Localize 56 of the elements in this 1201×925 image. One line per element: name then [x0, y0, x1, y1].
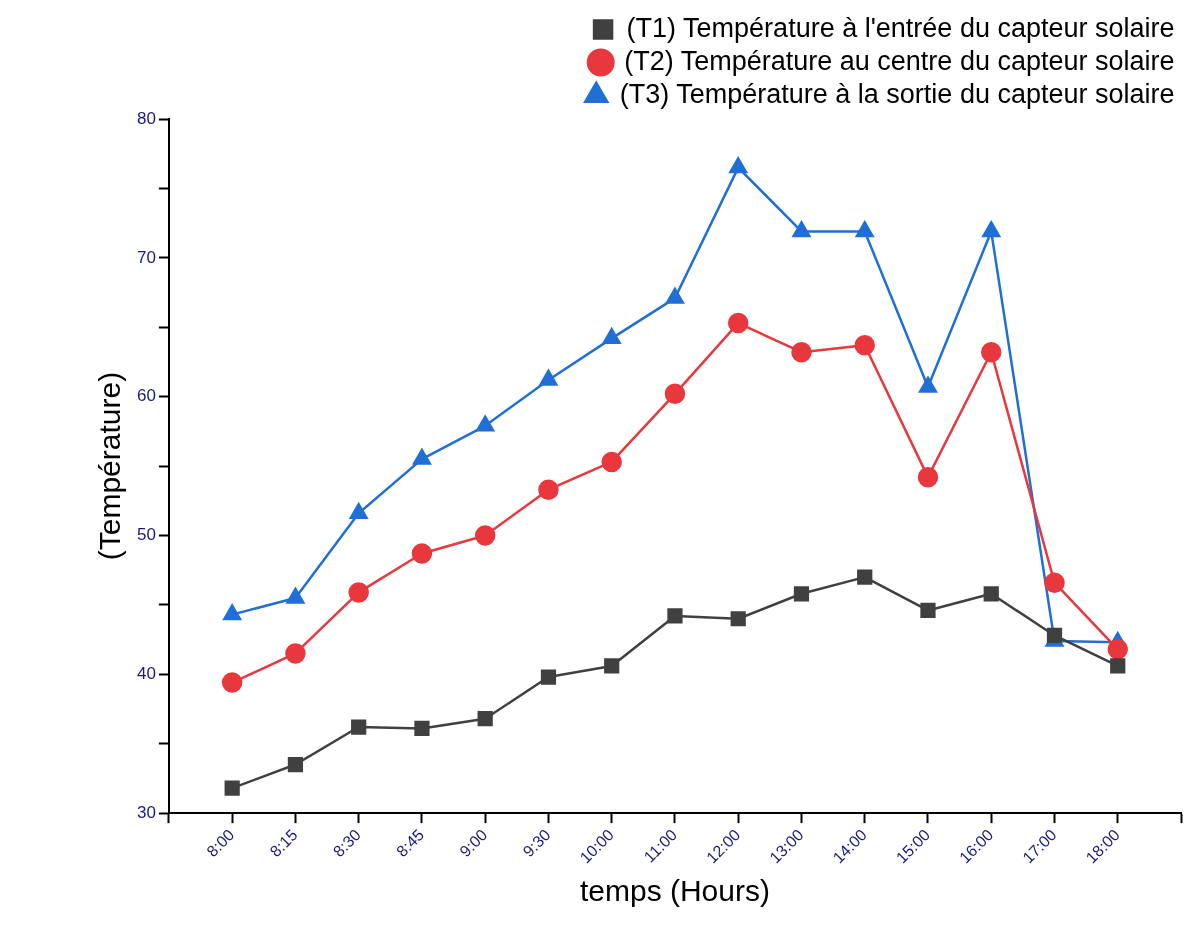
- legend-label: (T3) Température à la sortie du capteur solaire: [619, 78, 1175, 109]
- point: [351, 719, 367, 735]
- point: [918, 376, 938, 393]
- point: [411, 543, 433, 564]
- point: [348, 582, 369, 603]
- point: [474, 525, 496, 546]
- point: [665, 287, 684, 304]
- point: [223, 604, 242, 621]
- legend-label: (T2) Température au centre du capteur solaire: [624, 45, 1175, 76]
- point: [729, 157, 748, 174]
- point: [349, 503, 368, 520]
- point: [414, 720, 430, 737]
- point: [1107, 639, 1128, 660]
- y-axis-title: (Température): [93, 371, 127, 561]
- point: [477, 711, 493, 727]
- point: [538, 479, 559, 500]
- point: [730, 611, 746, 627]
- point: [224, 780, 240, 796]
- point: [917, 466, 939, 488]
- point: [1044, 572, 1065, 593]
- point: [664, 383, 686, 405]
- y-tick-label: 70: [136, 247, 156, 267]
- point: [982, 221, 1001, 238]
- point: [602, 328, 621, 345]
- x-tick-label: 8:00: [203, 826, 238, 861]
- point: [221, 672, 243, 693]
- point: [920, 602, 936, 619]
- x-tick-label: 9:30: [519, 826, 554, 861]
- point: [854, 335, 875, 356]
- point: [476, 415, 495, 432]
- point: [604, 658, 620, 674]
- x-tick-label: 9:00: [456, 826, 491, 861]
- point: [793, 586, 810, 602]
- point: [855, 221, 874, 238]
- point: [980, 341, 1002, 363]
- point: [287, 756, 304, 773]
- point: [667, 608, 683, 624]
- point: [1110, 658, 1126, 674]
- point: [285, 643, 306, 664]
- point: [857, 569, 873, 585]
- point: [540, 669, 557, 685]
- point: [727, 312, 749, 334]
- y-tick-label: 50: [136, 525, 156, 545]
- point: [791, 341, 812, 363]
- point: [983, 586, 999, 602]
- point: [601, 451, 622, 473]
- legend-label: (T1) Température à l'entrée du capteur solaire: [626, 12, 1175, 43]
- y-tick-label: 80: [136, 108, 156, 128]
- y-tick-label: 60: [136, 386, 156, 406]
- point: [792, 221, 811, 238]
- y-tick-label: 40: [136, 663, 156, 683]
- point: [412, 448, 431, 465]
- y-tick-label: 30: [136, 802, 156, 822]
- point: [539, 369, 558, 386]
- x-tick-label: 8:30: [329, 826, 364, 861]
- x-axis-title: temps (Hours): [579, 874, 770, 908]
